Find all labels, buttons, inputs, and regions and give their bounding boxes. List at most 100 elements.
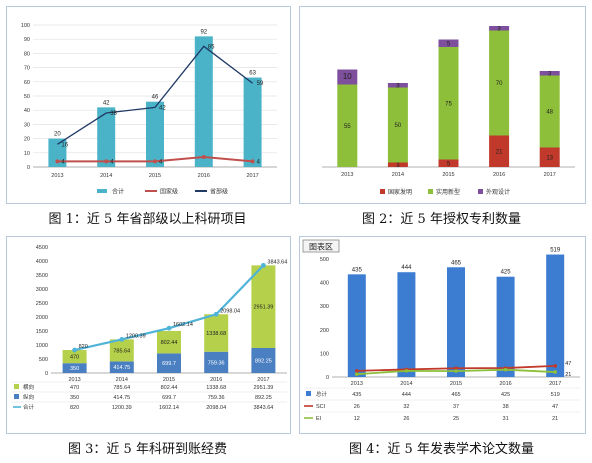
bar-design: [489, 26, 510, 31]
bar-utility: [489, 30, 510, 136]
x-tick-label: 2017: [246, 173, 258, 179]
bar-horizontal: [157, 330, 181, 354]
bar-design: [337, 69, 358, 85]
ei-label: 21: [565, 372, 571, 378]
segment-label: 21: [496, 149, 503, 155]
bar-total: [97, 107, 116, 167]
x-tick-label: 2015: [442, 172, 454, 178]
segment-label: 3: [396, 83, 400, 89]
table-cell: 892.25: [255, 395, 272, 401]
total-label: 820: [79, 344, 88, 350]
y-tick-label: 0: [326, 375, 329, 381]
y-tick-label: 2500: [36, 301, 48, 307]
chart-panel-3: 0 500 1000 1500 2000 2500 3000 3500 4000 4500 350 4…: [6, 236, 291, 434]
bar-design: [438, 39, 459, 47]
table-cell: 2951.39: [253, 385, 273, 391]
y-tick-label: 100: [320, 351, 329, 357]
table-cell: 1200.39: [112, 405, 132, 411]
table-row-name: SCI: [316, 404, 326, 410]
y-tick-label: 70: [24, 66, 30, 72]
provincial-label: 59: [257, 81, 264, 87]
y-tick-label: 90: [24, 37, 30, 43]
table-cell: 519: [551, 392, 560, 398]
national-label: 4: [110, 159, 114, 165]
bar-label: 63: [249, 71, 256, 77]
bar-utility: [387, 87, 408, 163]
y-tick-label: 3500: [36, 273, 48, 279]
y-tick-label: 200: [320, 328, 329, 334]
table-cell: 802.44: [161, 385, 178, 391]
chart-panel-2: 0551035035755217031348320132014201520162…: [299, 6, 586, 204]
table-cell: 3843.64: [253, 405, 273, 411]
table-cell: 25: [453, 416, 459, 422]
x-tick-label: 2014: [400, 381, 412, 387]
segment-label: 3: [497, 26, 501, 32]
point-national: [153, 159, 157, 164]
bar-vertical: [251, 348, 276, 373]
table-cell: 425: [501, 392, 510, 398]
bar-horizontal: [109, 339, 134, 362]
bar-label: 465: [451, 260, 462, 266]
legend-swatch: [478, 189, 483, 194]
bar-design: [539, 71, 560, 76]
segment-label: 5: [447, 161, 451, 167]
x-tick-label: 2013: [351, 381, 363, 387]
x-tick-label: 2014: [392, 172, 404, 178]
bar-label: 519: [550, 248, 561, 254]
bar-utility: [539, 75, 560, 148]
chart-4-svg: 图表区 0 100 200 300 400 500 435 444 465 425 519 47 21 20…: [302, 239, 580, 422]
table-cell: 47: [552, 404, 558, 410]
x-tick-label: 2017: [257, 377, 269, 383]
table-swatch: [306, 391, 311, 396]
point-national: [201, 155, 206, 160]
bar-horizontal: [204, 314, 229, 352]
chart-3-svg: 0 500 1000 1500 2000 2500 3000 3500 4000 4500 350 4…: [11, 245, 287, 411]
x-tick-label: 2014: [116, 377, 128, 383]
bar-vertical: [109, 361, 134, 373]
x-tick-label: 2013: [51, 173, 63, 179]
bar-total: [146, 101, 164, 167]
caption-2: 图 2：近 5 年授权专利数量: [362, 212, 521, 227]
y-tick-label: 50: [24, 94, 30, 100]
table-cell: 31: [503, 416, 509, 422]
table-cell: 820: [70, 405, 79, 411]
table-row-name: 总计: [316, 390, 328, 398]
segment-label: 55: [344, 124, 351, 130]
legend-label: 外观设计: [486, 188, 510, 196]
segment-label: 3: [548, 71, 552, 77]
table-cell: 759.36: [208, 395, 225, 401]
x-tick-label: 2014: [100, 173, 112, 179]
legend-label: 国家级: [160, 188, 178, 196]
x-tick-label: 2013: [341, 172, 353, 178]
bar-vertical: [157, 353, 181, 373]
sci-label: 47: [565, 361, 571, 367]
vertical-label: 892.25: [255, 359, 272, 365]
bar-total: [347, 274, 366, 377]
segment-label: 48: [546, 110, 553, 116]
total-label: 3843.64: [267, 259, 287, 265]
point-ei: [503, 367, 508, 372]
x-tick-label: 2016: [198, 173, 210, 179]
table-cell: 21: [552, 416, 558, 422]
caption-1: 图 1：近 5 年省部级以上科研项目: [48, 212, 247, 227]
point-sci: [553, 364, 557, 368]
point-total: [72, 347, 77, 353]
national-label: 4: [159, 159, 163, 165]
vertical-label: 350: [70, 366, 79, 372]
table-cell: 465: [451, 392, 460, 398]
x-tick-label: 2015: [149, 173, 161, 179]
segment-label: 5: [447, 41, 451, 47]
y-tick-label: 500: [39, 357, 48, 363]
x-tick-label: 2017: [549, 381, 561, 387]
caption-4: 图 4：近 5 年发表学术论文数量: [349, 442, 534, 457]
horizontal-label: 2951.39: [253, 305, 273, 311]
table-row-name: 合计: [23, 403, 35, 411]
point-total: [213, 311, 219, 317]
table-cell: 1602.14: [159, 405, 179, 411]
vertical-label: 414.75: [113, 365, 130, 371]
provincial-label: 85: [208, 44, 215, 50]
horizontal-label: 802.44: [161, 340, 178, 346]
table-cell: 444: [402, 392, 411, 398]
table-cell: 1338.68: [206, 385, 226, 391]
bar-total: [48, 138, 67, 167]
